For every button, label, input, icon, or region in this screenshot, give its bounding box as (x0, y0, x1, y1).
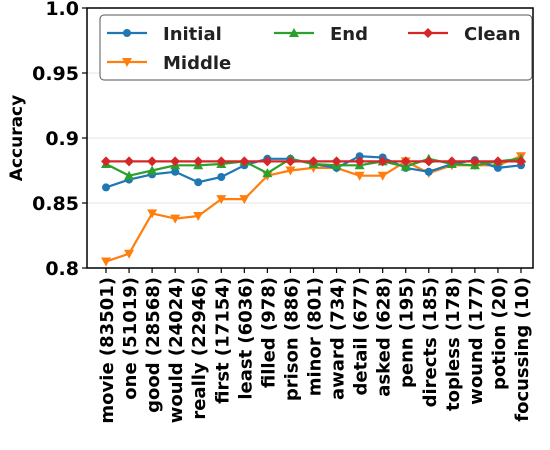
data-point-clean (354, 156, 365, 167)
data-point-middle (239, 195, 250, 205)
x-tick-label: one (51019) (120, 277, 141, 400)
data-point-initial (102, 183, 110, 192)
x-tick-label: topless (178) (443, 277, 464, 411)
x-tick-label: detail (677) (351, 277, 372, 395)
data-point-clean (492, 156, 503, 167)
data-point-clean (193, 156, 204, 167)
x-tick-label: wound (177) (466, 277, 487, 405)
legend-item-clean: Clean (408, 24, 521, 45)
data-point-middle (285, 166, 296, 176)
series-clean (101, 156, 526, 167)
legend-marker-clean (423, 28, 433, 38)
legend-label-initial: Initial (163, 24, 222, 45)
data-point-clean (124, 156, 135, 167)
data-point-initial (171, 167, 180, 176)
data-point-initial (355, 152, 364, 161)
x-tick-label: would (24024) (166, 277, 187, 423)
x-tick-label: asked (628) (374, 277, 395, 397)
data-point-initial (424, 167, 433, 176)
y-tick-label: 0.8 (45, 258, 79, 280)
data-point-clean (331, 156, 342, 167)
data-point-clean (377, 156, 388, 167)
data-point-middle (216, 195, 227, 205)
data-point-clean (147, 156, 158, 167)
data-point-clean (285, 156, 296, 167)
data-point-initial (217, 173, 226, 181)
legend-label-clean: Clean (464, 24, 521, 45)
x-tick-label: least (6036) (235, 277, 256, 400)
data-point-clean (308, 156, 319, 167)
data-point-middle (170, 214, 181, 224)
data-point-middle (124, 249, 135, 259)
y-axis-label: Accuracy (7, 95, 27, 181)
data-point-end (124, 170, 135, 180)
x-tick-label: good (28568) (143, 277, 164, 413)
legend-box (99, 14, 533, 81)
x-tick-label: potion (20) (489, 277, 510, 390)
legend-label-end: End (330, 24, 368, 45)
data-point-middle (193, 212, 204, 221)
data-point-clean (446, 156, 457, 167)
legend-label-middle: Middle (163, 53, 231, 74)
series-layer (101, 152, 526, 267)
y-tick-label: 0.95 (32, 63, 79, 85)
legend-item-end: End (274, 24, 368, 45)
x-tick-label: first (17154) (212, 277, 233, 404)
data-point-clean (262, 156, 273, 167)
data-point-clean (469, 156, 480, 167)
legend: Initial End Clean Middle (99, 14, 533, 81)
data-point-clean (101, 156, 111, 167)
legend-marker-initial (123, 29, 131, 37)
data-point-clean (216, 156, 227, 167)
x-tick-label: award (734) (328, 277, 349, 400)
y-tick-label: 0.85 (32, 193, 79, 215)
data-point-clean (400, 156, 411, 167)
x-tick-label: minor (801) (305, 277, 326, 396)
data-point-initial (493, 163, 502, 172)
legend-item-initial: Initial (107, 24, 222, 45)
data-point-middle (147, 209, 158, 219)
x-tick-label: really (22946) (189, 277, 210, 420)
y-tick-label: 1.0 (45, 0, 79, 20)
data-point-clean (423, 156, 434, 167)
legend-item-middle: Middle (107, 53, 231, 74)
legend-marker-middle (122, 58, 132, 67)
x-axis: movie (83501) one (51019) good (28568) woul… (97, 268, 533, 424)
data-point-middle (354, 171, 365, 181)
x-tick-label: directs (185) (420, 277, 441, 407)
x-tick-label: movie (83501) (97, 277, 118, 424)
data-point-initial (194, 178, 203, 187)
data-point-clean (516, 156, 526, 167)
x-tick-label: penn (195) (397, 277, 418, 388)
data-point-end (262, 168, 273, 178)
legend-marker-end (289, 28, 299, 37)
x-tick-label: prison (886) (281, 277, 302, 401)
x-tick-label: focussing (10) (512, 277, 533, 422)
data-point-clean (170, 156, 181, 167)
data-point-middle (377, 171, 388, 181)
y-axis: 0.8 0.85 0.9 0.95 1.0 (32, 0, 87, 280)
y-tick-label: 0.9 (45, 128, 79, 150)
x-tick-label: filled (978) (258, 277, 279, 388)
data-point-clean (239, 156, 250, 167)
data-point-end (147, 165, 158, 175)
data-point-middle (101, 257, 111, 267)
